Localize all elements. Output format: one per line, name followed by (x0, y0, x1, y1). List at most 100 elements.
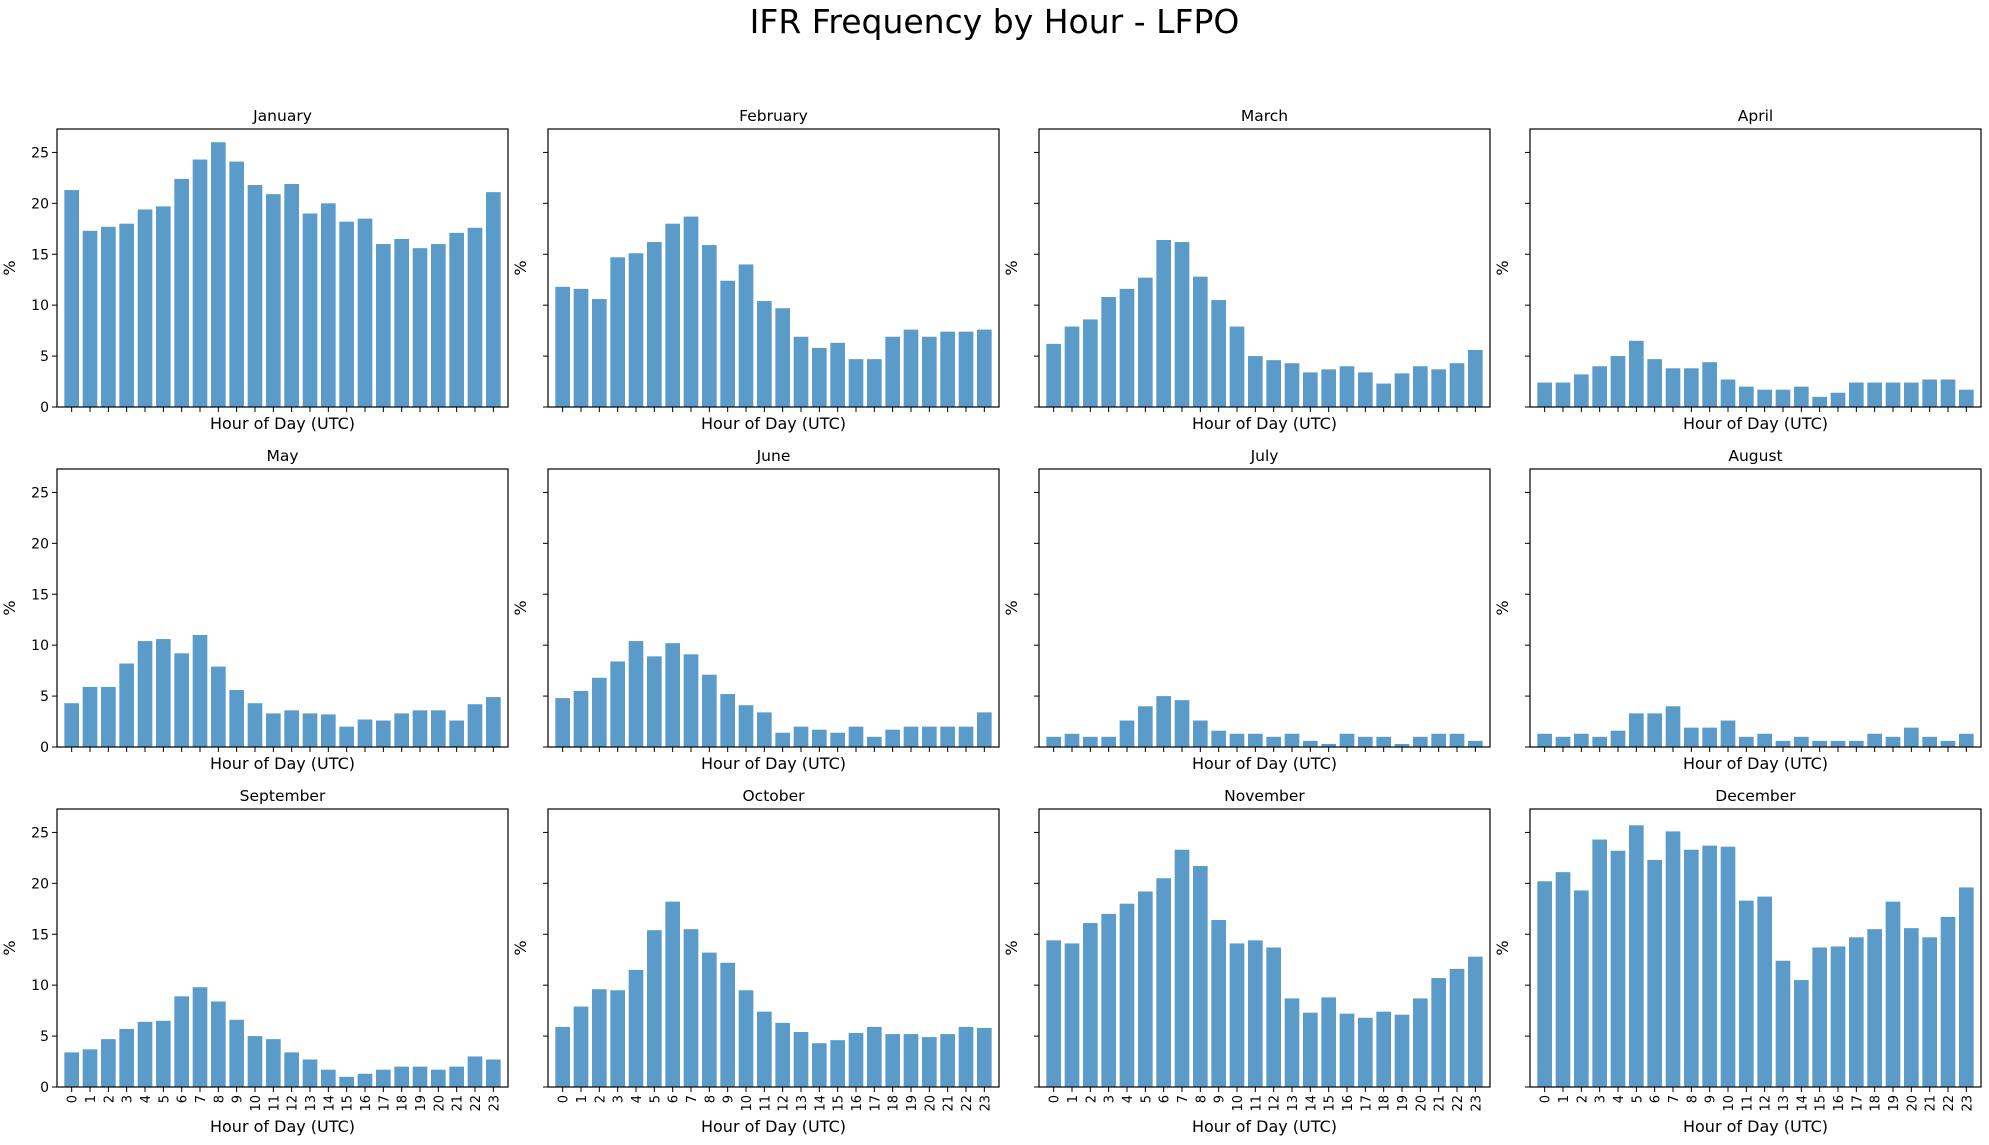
bar-april-hour-4 (1610, 356, 1626, 407)
bar-may-hour-13 (302, 713, 318, 747)
x-tick-label: 4 (1121, 1095, 1136, 1103)
x-tick-label: 11 (267, 1095, 282, 1112)
x-tick-label: 19 (1887, 1095, 1902, 1112)
bar-april-hour-14 (1794, 386, 1809, 407)
y-tick-label: 15 (31, 587, 49, 603)
bar-march-hour-7 (1174, 242, 1190, 407)
y-axis-label: % (511, 260, 530, 275)
bar-may-hour-16 (357, 719, 373, 747)
x-axis-label: Hour of Day (UTC) (1192, 414, 1337, 433)
bar-october-hour-9 (720, 962, 735, 1087)
bar-september-hour-17 (376, 1069, 391, 1087)
x-tick-label: 12 (286, 1095, 301, 1112)
bar-november-hour-16 (1339, 1013, 1355, 1087)
y-axis-label: % (511, 940, 530, 955)
bar-december-hour-1 (1555, 872, 1571, 1087)
y-tick-label: 0 (40, 740, 49, 756)
bar-january-hour-14 (321, 203, 336, 407)
x-tick-label: 9 (1213, 1095, 1228, 1103)
bar-november-hour-0 (1046, 940, 1061, 1087)
y-axis-label: % (0, 600, 19, 615)
bar-june-hour-22 (958, 726, 974, 747)
subplot-march: March% Hour of Day (UTC) (1002, 107, 1491, 433)
bar-december-hour-18 (1867, 929, 1882, 1087)
bar-december-hour-3 (1592, 839, 1607, 1087)
bar-july-hour-19 (1394, 743, 1410, 747)
x-tick-label: 5 (1139, 1095, 1154, 1103)
x-tick-label: 11 (1740, 1095, 1755, 1112)
x-tick-label: 6 (1649, 1095, 1664, 1103)
bar-september-hour-1 (82, 1049, 98, 1087)
subplot-november: November%0 1 2 3 4 5 6 7 8 9 10 11 12 13 14 15 16 17 18 19 2… (1002, 787, 1491, 1136)
y-tick-label: 5 (40, 689, 49, 705)
x-tick-label: 13 (795, 1095, 810, 1112)
x-tick-label: 6 (667, 1095, 682, 1103)
x-tick-label: 0 (1048, 1095, 1063, 1103)
x-tick-label: 23 (1960, 1095, 1975, 1112)
bar-may-hour-8 (211, 666, 226, 747)
x-axis-label: Hour of Day (UTC) (210, 754, 355, 773)
x-tick-label: 18 (887, 1095, 902, 1112)
bar-november-hour-8 (1193, 866, 1208, 1087)
bar-october-hour-11 (757, 1011, 772, 1087)
bar-april-hour-8 (1684, 368, 1699, 407)
bar-june-hour-12 (775, 732, 790, 747)
y-tick-label: 0 (40, 1080, 49, 1096)
bar-november-hour-22 (1449, 968, 1465, 1087)
bar-may-hour-17 (376, 720, 391, 747)
y-axis-label: % (1493, 940, 1512, 955)
x-tick-label: 14 (322, 1095, 337, 1112)
bar-may-hour-14 (321, 714, 336, 747)
x-tick-label: 1 (84, 1095, 99, 1103)
bar-january-hour-23 (486, 192, 501, 407)
bar-july-hour-6 (1156, 696, 1171, 747)
x-tick-label: 15 (341, 1095, 356, 1112)
x-tick-label: 7 (1667, 1095, 1682, 1103)
x-tick-label: 20 (1905, 1095, 1920, 1112)
bar-february-hour-11 (757, 301, 772, 407)
bar-may-hour-20 (431, 710, 446, 747)
bar-february-hour-23 (977, 329, 992, 407)
x-tick-label: 6 (176, 1095, 191, 1103)
bar-august-hour-11 (1739, 736, 1754, 747)
bar-december-hour-7 (1665, 831, 1681, 1087)
bar-december-hour-10 (1720, 846, 1736, 1087)
x-tick-label: 5 (1630, 1095, 1645, 1103)
x-tick-label: 13 (1777, 1095, 1792, 1112)
x-tick-label: 14 (1795, 1095, 1810, 1112)
bar-november-hour-9 (1211, 920, 1226, 1087)
y-tick-label: 10 (31, 978, 49, 994)
bar-april-hour-15 (1812, 396, 1827, 407)
bar-september-hour-19 (412, 1066, 428, 1087)
bar-april-hour-18 (1867, 382, 1882, 407)
bar-august-hour-8 (1684, 727, 1699, 747)
x-tick-label: 16 (1832, 1095, 1847, 1112)
y-tick-label: 25 (31, 825, 49, 841)
bar-april-hour-10 (1720, 379, 1736, 407)
y-tick-label: 20 (31, 536, 49, 552)
subplot-december: December%0 1 2 3 4 5 6 7 8 9 10 11 12 13 14 15 16 17 18 19 2… (1493, 787, 1982, 1136)
x-tick-label: 19 (414, 1095, 429, 1112)
bar-september-hour-6 (174, 996, 189, 1087)
bar-september-hour-3 (119, 1028, 134, 1087)
x-tick-label: 15 (1323, 1095, 1338, 1112)
bar-may-hour-5 (156, 639, 171, 747)
bar-march-hour-1 (1064, 326, 1080, 407)
bar-may-hour-22 (467, 704, 483, 747)
x-axis-label: Hour of Day (UTC) (701, 1117, 846, 1136)
bar-march-hour-0 (1046, 343, 1061, 407)
y-tick-label: 15 (31, 247, 49, 263)
bar-december-hour-11 (1739, 900, 1754, 1087)
bar-january-hour-3 (119, 223, 134, 407)
bar-august-hour-3 (1592, 736, 1607, 747)
bar-march-hour-16 (1339, 366, 1355, 407)
bar-august-hour-17 (1849, 740, 1864, 747)
x-tick-label: 8 (1685, 1095, 1700, 1103)
bar-february-hour-20 (922, 336, 937, 407)
bar-july-hour-11 (1248, 733, 1263, 747)
x-tick-label: 20 (1414, 1095, 1429, 1112)
bar-september-hour-14 (321, 1069, 336, 1087)
x-tick-label: 22 (1942, 1095, 1957, 1112)
axes-frame (56, 128, 509, 408)
